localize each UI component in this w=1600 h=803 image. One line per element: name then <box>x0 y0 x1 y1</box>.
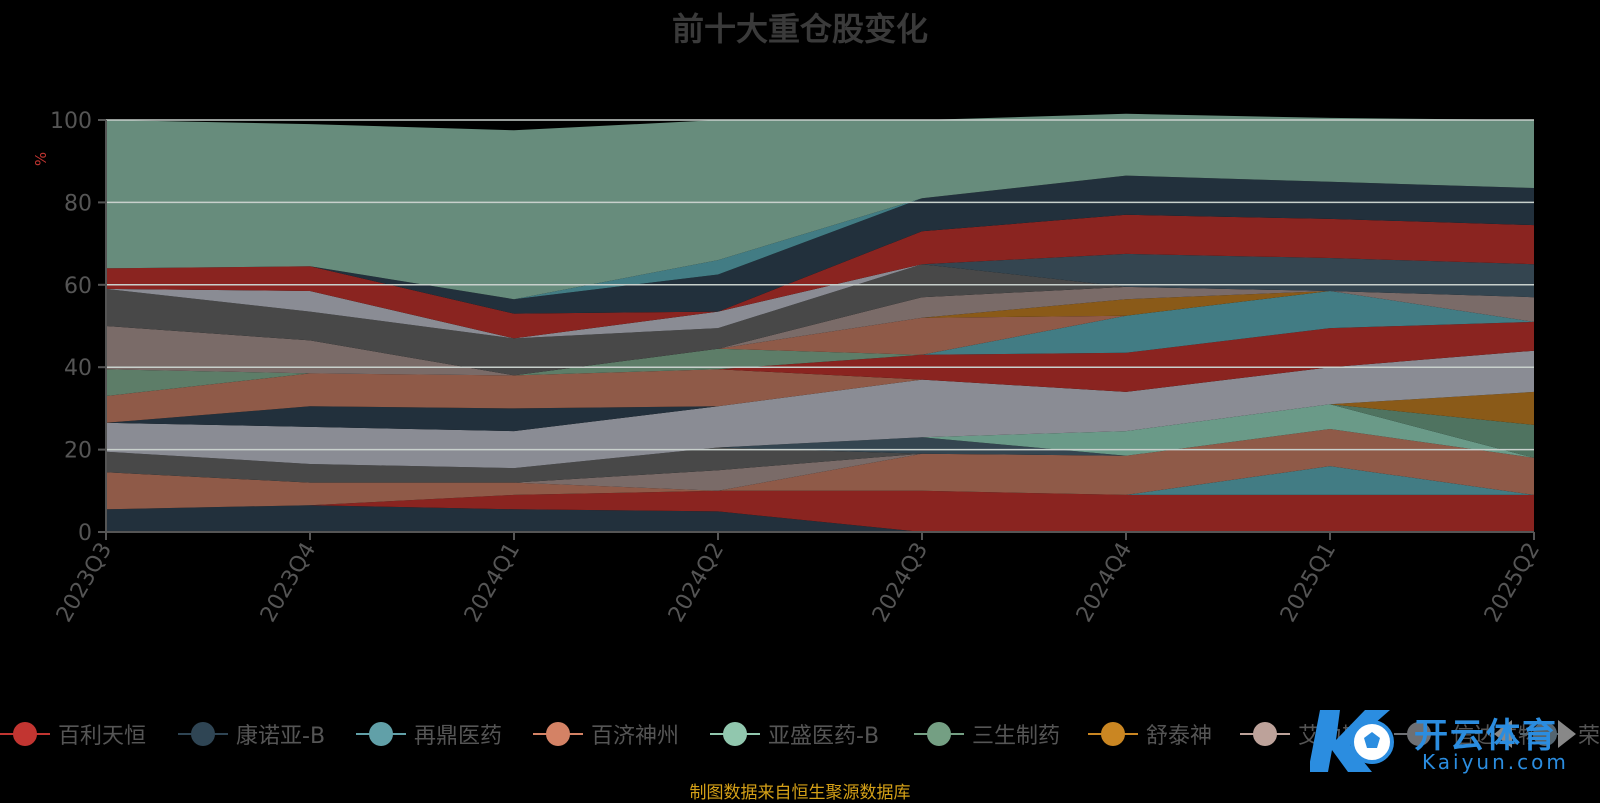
y-tick-label: 0 <box>78 521 92 546</box>
legend-label: 亚盛医药-B <box>768 724 880 749</box>
legend-swatch <box>914 722 964 746</box>
legend-swatch <box>1394 722 1444 746</box>
legend-label: 再鼎医药 <box>414 724 503 749</box>
soccer-ball-icon <box>1310 710 1394 772</box>
legend-dot-icon <box>927 722 951 746</box>
legend-swatch <box>710 722 760 746</box>
legend-item[interactable]: 百济神州 <box>533 716 679 752</box>
x-tick-label: 2023Q3 <box>52 539 117 627</box>
area-series <box>106 429 1534 469</box>
legend-swatch <box>356 722 406 746</box>
area-series <box>106 286 1534 376</box>
gridlines <box>106 119 1534 451</box>
legend-dot-icon <box>723 722 747 746</box>
x-tick-label: 2024Q2 <box>664 539 729 627</box>
area-series <box>106 429 1534 510</box>
legend-item[interactable]: 舒泰神 <box>1088 716 1212 752</box>
x-tick-label: 2025Q2 <box>1480 539 1545 627</box>
legend-swatch <box>1520 722 1570 746</box>
legend-dot-icon <box>546 722 570 746</box>
legend-dot-icon <box>191 722 215 746</box>
area-series <box>106 350 1534 432</box>
chart-title: 前十大重仓股变化 <box>671 10 928 48</box>
legend-label: 三生制药 <box>972 724 1061 749</box>
area-series <box>106 214 1534 339</box>
area-series <box>106 350 1534 423</box>
area-series <box>106 291 1534 376</box>
legend-item[interactable]: 荣昌生物 <box>1520 716 1600 752</box>
area-series <box>106 466 1534 510</box>
area-series <box>106 264 1534 376</box>
area-series <box>106 429 1534 483</box>
legend-item[interactable]: 再鼎医药 <box>356 716 502 752</box>
area-series <box>106 404 1534 469</box>
legend-dot-icon <box>1407 722 1431 746</box>
y-tick-label: 100 <box>50 109 92 134</box>
y-tick-label: 20 <box>64 439 92 464</box>
legend-dot-icon <box>1253 722 1277 746</box>
y-tick-label: 80 <box>64 191 92 216</box>
area-series <box>106 321 1534 396</box>
legend-dot-icon <box>1533 722 1557 746</box>
y-axis-unit: % <box>32 151 51 167</box>
x-tick-label: 2024Q1 <box>460 539 525 627</box>
area-layers <box>106 113 1534 532</box>
x-tick-label: 2024Q4 <box>1072 539 1137 627</box>
legend-dot-icon <box>1101 722 1125 746</box>
area-series <box>106 350 1534 469</box>
x-tick-label: 2024Q3 <box>868 539 933 627</box>
x-tick-label: 2025Q1 <box>1276 539 1341 627</box>
legend-label: 康诺亚-B <box>236 724 326 749</box>
area-series <box>106 253 1534 339</box>
watermark-text-en: Kaiyun.com <box>1422 750 1569 774</box>
legend-dot-icon <box>13 722 37 746</box>
legend-item[interactable]: 三生制药 <box>914 716 1060 752</box>
legend-item[interactable]: 亚盛医药-B <box>710 716 879 752</box>
area-series <box>106 490 1534 532</box>
legend-item[interactable]: 百利天恒 <box>0 716 146 752</box>
watermark-text-cn: 开云体育 <box>1414 716 1558 756</box>
area-series <box>106 505 1534 532</box>
area-series <box>106 404 1534 469</box>
legend-label: 荣昌生物 <box>1578 724 1600 749</box>
legend-swatch <box>533 722 583 746</box>
legend-next-page-icon[interactable] <box>1558 720 1576 748</box>
area-series <box>106 113 1534 300</box>
watermark-logo: 开云体育 Kaiyun.com <box>1310 700 1600 780</box>
legend-swatch <box>0 722 50 746</box>
legend-label: 百利天恒 <box>58 724 147 749</box>
legend-dot-icon <box>369 722 393 746</box>
legend-swatch <box>1240 722 1290 746</box>
source-note: 制图数据来自恒生聚源数据库 <box>689 783 911 803</box>
area-series <box>106 175 1534 314</box>
legend-label: 百济神州 <box>591 724 680 749</box>
legend-label: 舒泰神 <box>1146 724 1213 749</box>
area-series <box>106 321 1534 396</box>
legend-item[interactable]: 康诺亚-B <box>178 716 325 752</box>
legend-swatch <box>1088 722 1138 746</box>
y-tick-label: 40 <box>64 356 92 381</box>
legend-swatch <box>178 722 228 746</box>
x-tick-label: 2023Q4 <box>256 539 321 627</box>
y-tick-label: 60 <box>64 274 92 299</box>
legend-prev-page-icon[interactable] <box>1494 720 1512 748</box>
